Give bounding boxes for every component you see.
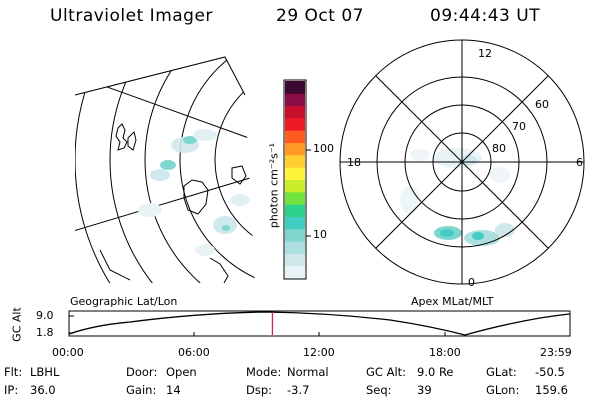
status-door-value: Open	[166, 365, 197, 379]
status-ip-key: IP:	[4, 383, 19, 397]
altitude-xtick-1200: 12:00	[303, 346, 335, 359]
altitude-ylabel: GC Alt	[10, 307, 24, 342]
geo-coastlines	[99, 123, 247, 283]
status-filter-value: LBHL	[30, 365, 60, 379]
status-ip-value: 36.0	[30, 383, 56, 397]
altitude-xtick-2359: 23:59	[540, 346, 572, 359]
colorbar-segment	[285, 241, 305, 254]
altitude-x-ticks	[68, 332, 571, 336]
status-glon-key: GLon:	[486, 383, 520, 397]
status-seq-value: 39	[417, 383, 432, 397]
apex-caption: Apex MLat/MLT	[411, 295, 494, 308]
status-dsp-value: -3.7	[287, 383, 310, 397]
status-gain-value: 14	[166, 383, 181, 397]
altitude-curve	[68, 311, 571, 336]
colorbar-segment	[285, 130, 305, 144]
altitude-ytick-1-8: 1.8	[36, 326, 54, 339]
status-filter-key: Flt:	[4, 365, 23, 379]
mlat-label-80: 80	[492, 142, 506, 155]
polar-aurora-emission	[400, 148, 515, 246]
altitude-xtick-0600: 06:00	[178, 346, 210, 359]
colorbar-segment	[285, 117, 305, 131]
altitude-xtick-0000: 00:00	[52, 346, 84, 359]
colorbar-segment	[285, 105, 305, 119]
altitude-ytick-9: 9.0	[36, 309, 54, 322]
colorbar-segment	[285, 265, 305, 279]
colorbar-segment	[285, 93, 305, 107]
status-door-key: Door:	[126, 365, 158, 379]
status-glat-key: GLat:	[486, 365, 517, 379]
mlt-label-18: 18	[347, 156, 361, 169]
colorbar-segment	[285, 179, 305, 193]
mlat-label-70: 70	[512, 120, 526, 133]
status-gcalt-key: GC Alt:	[366, 365, 407, 379]
status-gcalt-value: 9.0 Re	[417, 365, 454, 379]
status-gain-key: Gain:	[126, 383, 157, 397]
colorbar-segment	[285, 204, 305, 217]
status-dsp-key: Dsp:	[246, 383, 273, 397]
colorbar-segment	[285, 191, 305, 205]
mlt-label-12: 12	[478, 47, 492, 60]
colorbar-segment	[285, 154, 305, 168]
geographic-caption: Geographic Lat/Lon	[70, 295, 178, 308]
geo-aurora-emission	[138, 129, 250, 256]
app-title: Ultraviolet Imager	[50, 6, 213, 26]
colorbar-segment	[285, 253, 305, 267]
colorbar-segment	[285, 81, 305, 94]
altitude-xtick-1800: 18:00	[429, 346, 461, 359]
observation-time: 09:44:43 UT	[430, 6, 541, 26]
status-mode-value: Normal	[287, 365, 329, 379]
colorbar-unit-label: photon cm⁻²s⁻¹	[267, 142, 281, 229]
colorbar-tick-10: 10	[313, 228, 327, 241]
mlt-label-6: 6	[576, 156, 583, 169]
status-glon-value: 159.6	[535, 383, 568, 397]
mlt-label-0: 0	[468, 276, 475, 289]
colorbar-tick-100: 100	[313, 142, 334, 155]
altitude-y-ticks	[69, 315, 74, 334]
observation-date: 29 Oct 07	[276, 6, 364, 26]
status-mode-key: Mode:	[246, 365, 282, 379]
colorbar-segment	[285, 167, 305, 180]
colorbar-segment	[285, 216, 305, 230]
colorbar-segment	[285, 228, 305, 242]
altitude-plot	[68, 310, 571, 337]
colorbar	[283, 79, 311, 280]
status-seq-key: Seq:	[366, 383, 392, 397]
colorbar-segment	[285, 142, 305, 156]
polar-grid	[339, 39, 585, 285]
status-glat-value: -50.5	[535, 365, 565, 379]
mlat-label-60: 60	[535, 98, 549, 111]
polar-mlt-panel	[339, 39, 585, 285]
